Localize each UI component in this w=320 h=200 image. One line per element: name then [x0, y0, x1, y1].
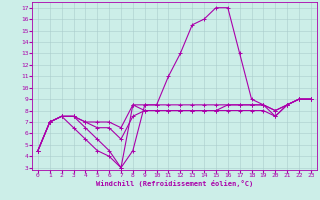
X-axis label: Windchill (Refroidissement éolien,°C): Windchill (Refroidissement éolien,°C): [96, 180, 253, 187]
